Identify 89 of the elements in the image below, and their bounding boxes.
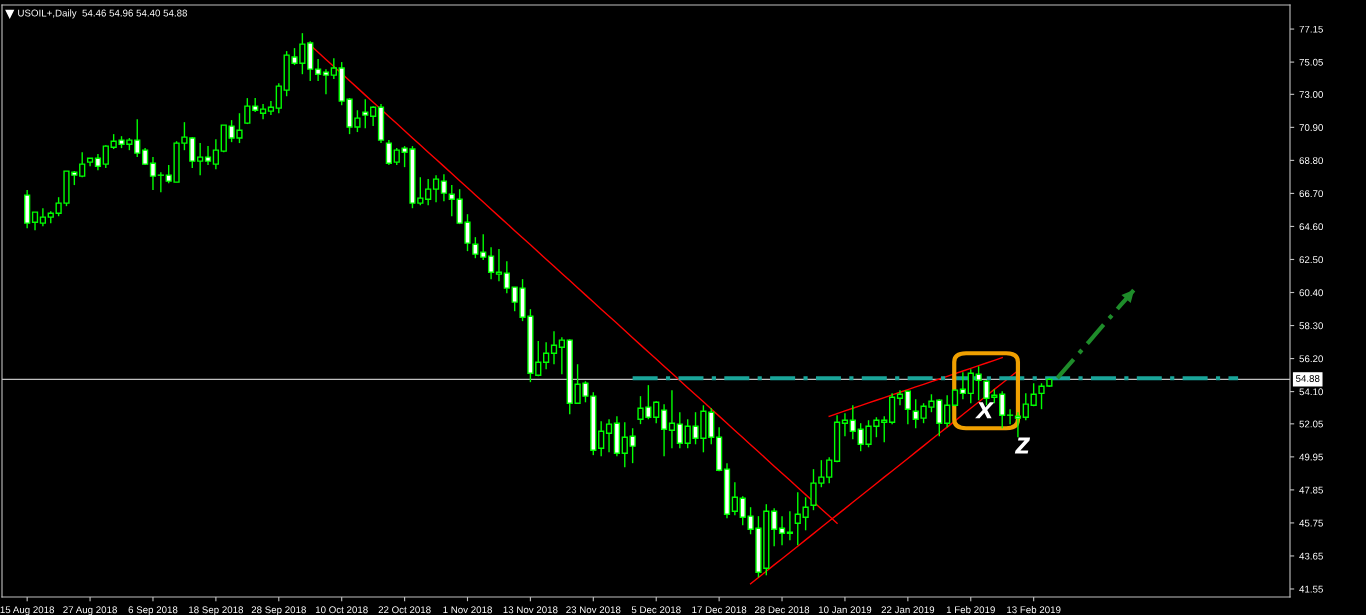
candlestick [771,507,778,547]
y-tick-label: 75.05 [1299,58,1323,66]
annotation: x [975,402,995,419]
annotation: z [1014,437,1031,454]
candlestick [495,248,503,282]
x-tick-label: 6 Sep 2018 [128,606,178,615]
candlestick [432,174,440,203]
candlestick [668,389,676,449]
y-tick-label: 62.50 [1299,256,1323,264]
x-tick-label: 27 Aug 2018 [63,606,117,615]
candlestick [1022,392,1029,421]
candlestick [826,456,833,484]
candlestick [149,156,157,191]
x-tick-label: 28 Dec 2018 [754,606,810,614]
candlestick [197,142,204,176]
candlestick [896,389,904,406]
y-tick-label: 68.80 [1299,157,1323,165]
candlestick [204,145,212,166]
candlestick [487,246,495,280]
candlestick [385,139,393,166]
candlestick [629,427,636,464]
y-tick-label: 43.65 [1299,552,1323,560]
y-tick-label: 73.00 [1299,91,1323,98]
line-series [828,356,1003,417]
candlestick [102,144,109,169]
candlestick [79,151,86,178]
candlestick [550,330,558,365]
candlestick [370,105,377,127]
y-tick-label: 54.10 [1299,388,1323,396]
candlestick [676,411,683,449]
candlestick [904,390,911,425]
candlestick [999,390,1006,429]
x-tick-label: 1 Nov 2018 [443,606,492,614]
candlestick [448,184,455,217]
candlestick [944,394,951,428]
x-tick-label: 5 Dec 2018 [631,606,681,614]
y-tick-label: 52.05 [1299,420,1323,428]
x-tick-label: 22 Jan 2019 [881,606,935,614]
candlestick [543,341,550,370]
candlestick [362,98,369,129]
candlestick [1014,411,1022,438]
y-tick-label: 70.90 [1299,124,1323,131]
x-tick-label: 13 Feb 2019 [1007,606,1061,614]
candlestick [849,404,856,440]
candlestick [212,138,220,170]
y-tick-label: 45.75 [1299,519,1323,527]
candlestick [244,97,251,125]
y-tick-label: 49.95 [1299,453,1323,461]
candlestick [472,236,479,259]
candlestick [605,418,613,453]
candlestick [841,412,849,437]
x-tick-label: 10 Oct 2018 [315,606,368,614]
chart-title: USOIL+,Daily 54.46 54.96 54.40 54.88 [18,9,188,19]
candlestick [330,57,337,80]
x-tick-label: 1 Feb 2019 [946,606,995,614]
candlestick [598,420,605,457]
x-tick-label: 22 Oct 2018 [378,606,431,614]
y-tick-label: 47.85 [1299,486,1323,494]
x-tick-label: 13 Nov 2018 [503,606,558,614]
x-tick-label: 18 Sep 2018 [189,606,244,615]
candlestick [653,400,660,424]
candlestick [503,260,510,294]
x-tick-label: 23 Nov 2018 [566,606,621,614]
y-tick-label: 60.40 [1299,289,1323,297]
candlestick [275,82,282,114]
ref-line-label: 54.88 [1295,375,1320,382]
y-tick-label: 66.70 [1299,190,1323,198]
candlestick [660,403,668,457]
candlestick [31,211,39,231]
candlestick [425,178,432,206]
candlestick [314,58,322,82]
candlestick [558,336,565,375]
candlestick [322,68,330,95]
x-tick-label: 15 Aug 2018 [0,606,55,615]
y-tick-label: 77.15 [1299,25,1323,33]
y-tick-label: 58.30 [1299,322,1323,330]
candlestick [731,481,738,516]
candlestick [440,173,448,202]
x-tick-label: 17 Dec 2018 [692,606,747,614]
candlestick [959,371,967,400]
candlestick [778,515,786,546]
x-tick-label: 28 Sep 2018 [251,606,306,615]
candlestick [480,233,487,261]
x-tick-label: 10 Jan 2019 [818,606,872,614]
candlestick [621,421,628,468]
candlestick [267,100,275,116]
y-tick-label: 64.60 [1299,223,1323,231]
y-tick-label: 41.55 [1299,585,1323,593]
y-tick-label: 56.20 [1299,355,1323,363]
